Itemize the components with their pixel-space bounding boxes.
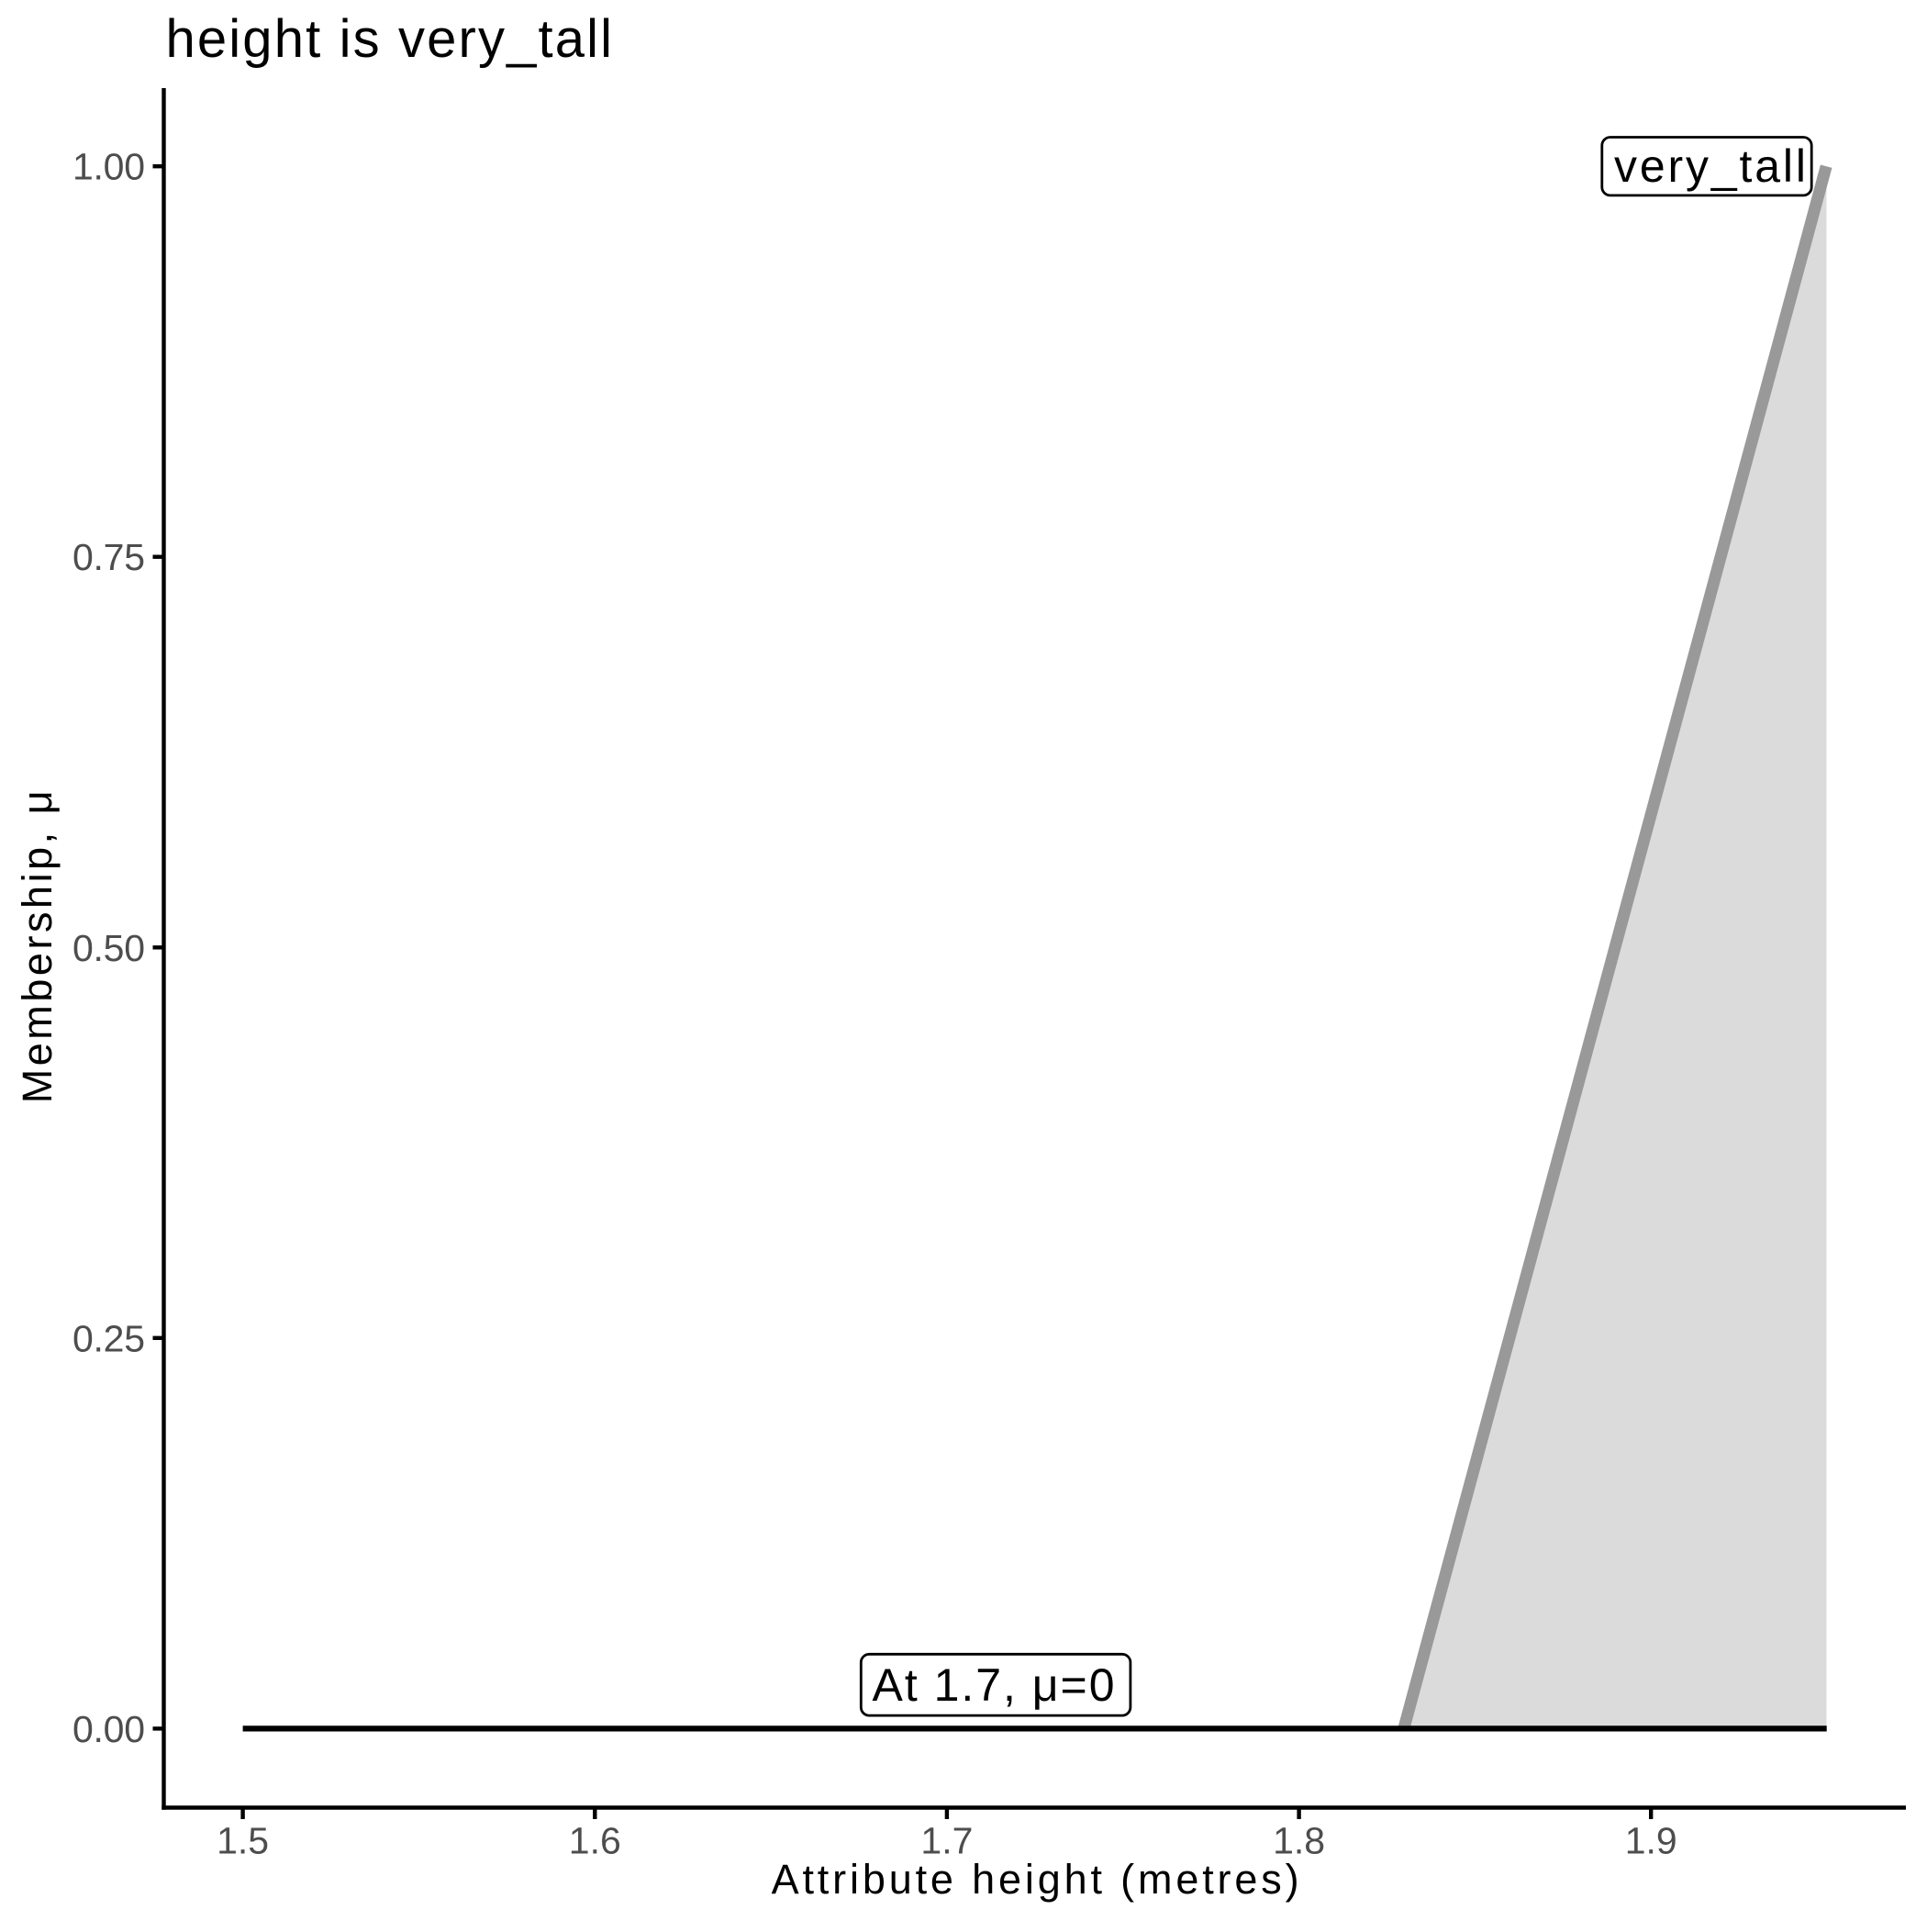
svg-text:0.50: 0.50: [72, 927, 145, 969]
svg-text:0.75: 0.75: [72, 536, 145, 578]
svg-text:1.9: 1.9: [1625, 1820, 1677, 1862]
svg-text:height is very_tall: height is very_tall: [166, 9, 613, 69]
svg-text:Membership, μ: Membership, μ: [14, 790, 61, 1103]
svg-text:1.00: 1.00: [72, 146, 145, 188]
svg-text:1.5: 1.5: [217, 1820, 269, 1862]
svg-text:1.8: 1.8: [1273, 1820, 1325, 1862]
svg-text:0.25: 0.25: [72, 1317, 145, 1359]
svg-text:1.6: 1.6: [569, 1820, 621, 1862]
svg-text:At 1.7, μ=0: At 1.7, μ=0: [873, 1659, 1115, 1711]
svg-text:0.00: 0.00: [72, 1708, 145, 1750]
svg-text:1.7: 1.7: [920, 1820, 973, 1862]
